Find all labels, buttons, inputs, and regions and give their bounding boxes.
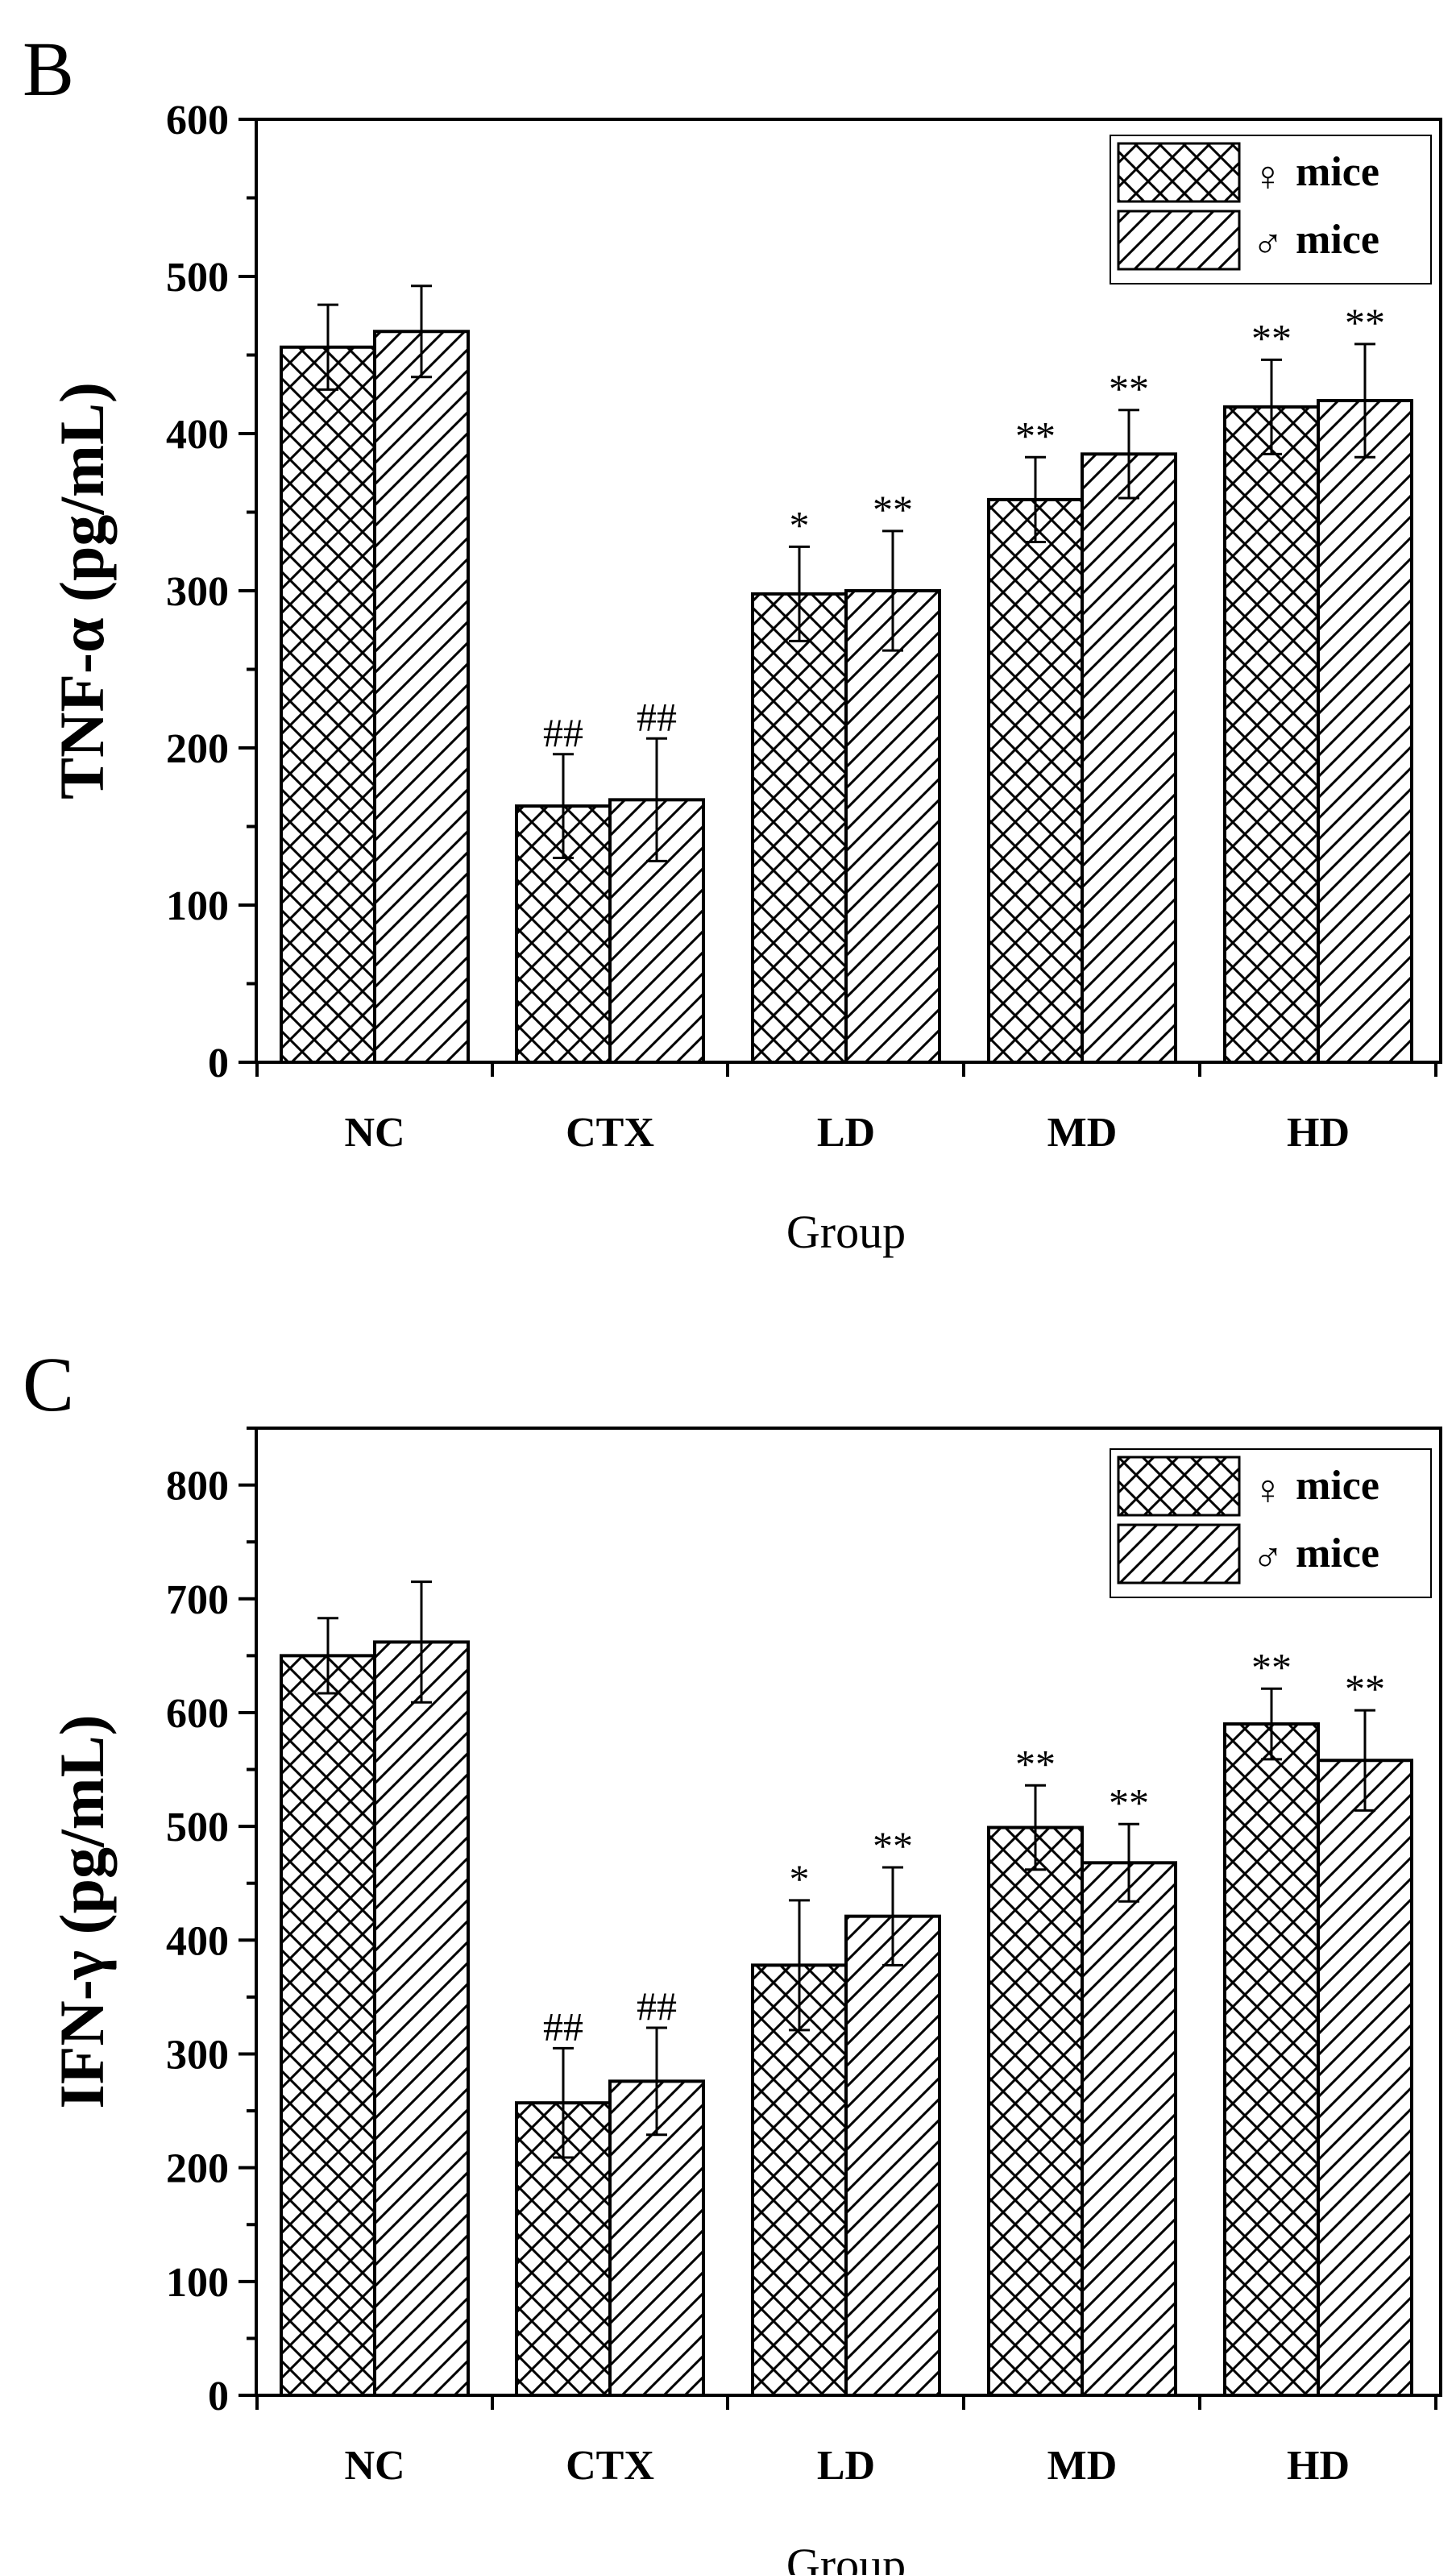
panel-b: B 0 100 200 300 400 500 600 NC CTX LD MD HD Group TNF-… bbox=[23, 26, 1442, 1258]
x-tick-label: HD bbox=[1287, 1110, 1350, 1156]
x-axis-label: Group bbox=[786, 2539, 906, 2575]
legend-label: mice bbox=[1296, 217, 1379, 263]
significance-mark: ** bbox=[873, 487, 913, 532]
bar bbox=[1081, 452, 1177, 1064]
y-axis-label: IFN-γ (pg/mL) bbox=[47, 1714, 117, 2108]
legend-symbol: ♂ bbox=[1252, 1535, 1284, 1581]
y-tick-label: 100 bbox=[166, 2260, 229, 2306]
significance-mark: ** bbox=[1109, 366, 1149, 411]
panel-letter: C bbox=[23, 1341, 74, 1427]
y-axis-label: TNF-α (pg/mL) bbox=[47, 382, 117, 799]
y-tick-label: 400 bbox=[166, 1918, 229, 1964]
significance-mark: * bbox=[790, 502, 810, 547]
y-tick-label: 500 bbox=[166, 1805, 229, 1850]
x-tick-label: HD bbox=[1287, 2443, 1350, 2489]
legend-symbol: ♀ bbox=[1252, 1468, 1284, 1514]
legend-symbol: ♂ bbox=[1252, 222, 1284, 268]
y-tick-label: 400 bbox=[166, 412, 229, 458]
x-tick-label: LD bbox=[817, 2443, 875, 2489]
legend-label: mice bbox=[1296, 149, 1379, 195]
y-tick-label: 200 bbox=[166, 2146, 229, 2192]
legend-label: mice bbox=[1296, 1463, 1379, 1509]
y-tick-label: 600 bbox=[166, 98, 229, 143]
bar bbox=[1223, 405, 1320, 1065]
significance-mark: ** bbox=[1109, 1780, 1149, 1825]
x-tick-label: NC bbox=[344, 1110, 404, 1156]
y-tick-label: 500 bbox=[166, 255, 229, 301]
bar bbox=[280, 1654, 376, 2398]
bar bbox=[1223, 1722, 1320, 2397]
significance-mark: ** bbox=[1251, 315, 1292, 360]
panel-c: C 0 100 200 300 400 500 600 700 800 NC CTX LD MD HD Gro… bbox=[23, 1341, 1442, 2575]
y-tick-label: 0 bbox=[208, 2374, 229, 2419]
significance-mark: ** bbox=[873, 1823, 913, 1868]
significance-mark: ** bbox=[1015, 1741, 1056, 1786]
x-axis-label: Group bbox=[786, 1206, 906, 1258]
bar bbox=[1081, 1861, 1177, 2398]
panel-letter: B bbox=[23, 26, 74, 112]
x-tick-label: CTX bbox=[566, 2443, 654, 2489]
y-tick-label: 800 bbox=[166, 1464, 229, 1510]
bar bbox=[373, 1640, 470, 2397]
significance-mark: ** bbox=[1345, 1666, 1385, 1711]
x-tick-label: LD bbox=[817, 1110, 875, 1156]
significance-mark: ** bbox=[1015, 413, 1056, 458]
y-tick-label: 0 bbox=[208, 1040, 229, 1086]
bar bbox=[987, 497, 1084, 1064]
significance-mark: ## bbox=[637, 1983, 677, 2029]
significance-mark: ** bbox=[1345, 300, 1385, 345]
significance-mark: ** bbox=[1251, 1644, 1292, 1689]
significance-mark: * bbox=[790, 1856, 810, 1901]
bar bbox=[844, 589, 941, 1064]
legend-swatch bbox=[1117, 210, 1241, 271]
bar bbox=[844, 1914, 941, 2397]
legend-symbol: ♀ bbox=[1252, 154, 1284, 200]
bar bbox=[1317, 399, 1413, 1064]
x-tick-label: MD bbox=[1047, 2443, 1118, 2489]
bar bbox=[373, 330, 470, 1064]
x-tick-label: MD bbox=[1047, 1110, 1118, 1156]
legend-swatch bbox=[1117, 1456, 1241, 1517]
legend-label: mice bbox=[1296, 1530, 1379, 1576]
bar bbox=[751, 592, 848, 1064]
y-tick-label: 700 bbox=[166, 1577, 229, 1623]
significance-mark: ## bbox=[637, 694, 677, 739]
y-tick-label: 300 bbox=[166, 569, 229, 615]
bar bbox=[987, 1825, 1084, 2397]
significance-mark: ## bbox=[543, 710, 583, 755]
bar bbox=[280, 345, 376, 1064]
x-tick-label: NC bbox=[344, 2443, 404, 2489]
bar bbox=[1317, 1759, 1413, 2398]
legend-swatch bbox=[1117, 1523, 1241, 1584]
y-tick-label: 100 bbox=[166, 883, 229, 929]
significance-mark: ## bbox=[543, 2004, 583, 2049]
y-tick-label: 600 bbox=[166, 1691, 229, 1737]
y-tick-label: 300 bbox=[166, 2032, 229, 2078]
legend-swatch bbox=[1117, 142, 1241, 203]
y-tick-label: 200 bbox=[166, 726, 229, 772]
x-tick-label: CTX bbox=[566, 1110, 654, 1156]
